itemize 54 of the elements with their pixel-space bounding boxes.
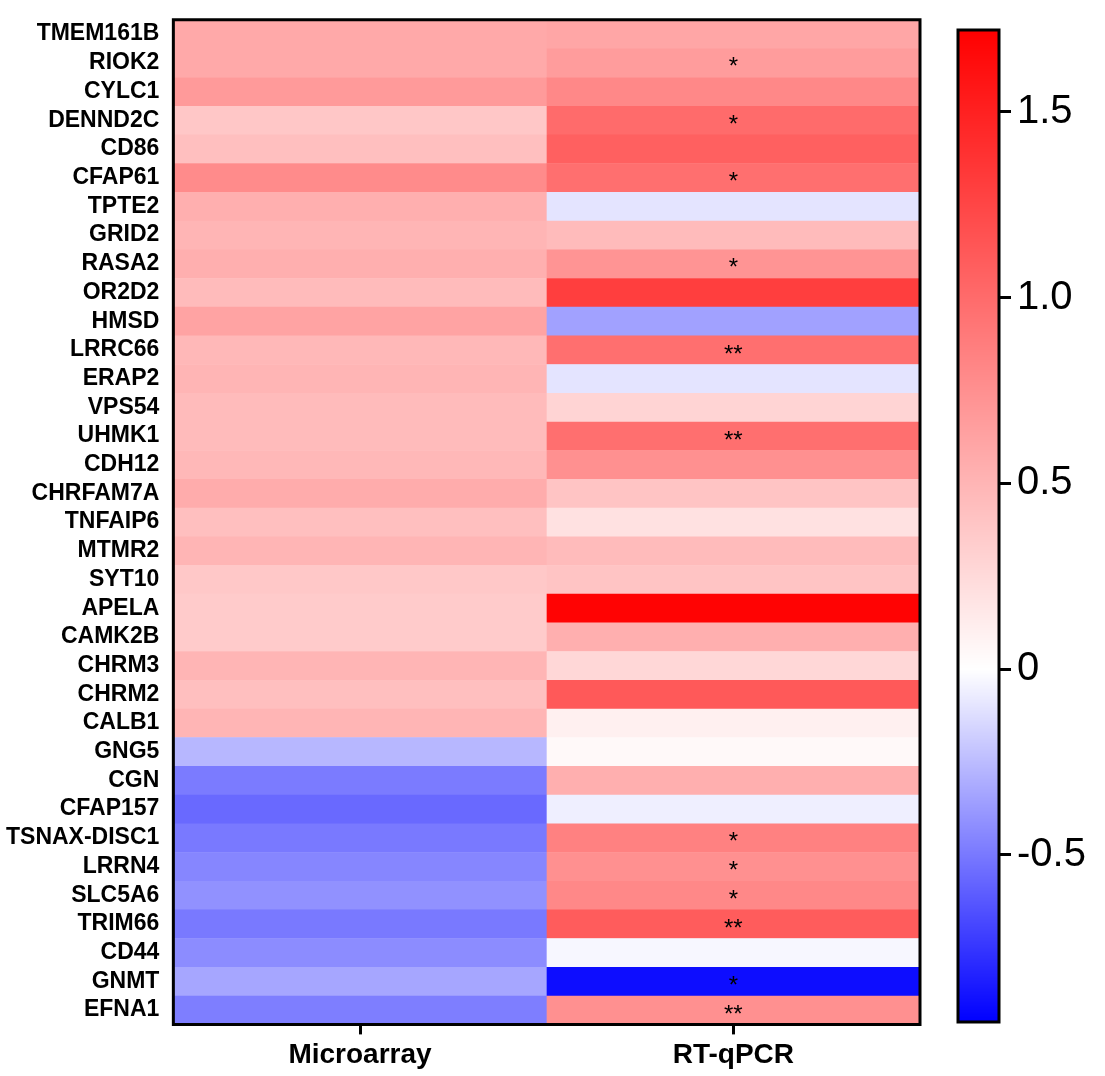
data-label: * <box>728 884 739 912</box>
y-tick-label: CYLC1 <box>83 76 160 103</box>
y-tick-label: TPTE2 <box>87 191 160 218</box>
data-label: ** <box>723 425 743 453</box>
y-tick-label: SYT10 <box>89 564 160 591</box>
x-tick-label: Microarray <box>288 1037 433 1069</box>
y-tick-label: CHRFAM7A <box>31 478 160 505</box>
color-bar-label: 1.5 <box>1017 86 1073 131</box>
color-bar-label: -0.5 <box>1017 829 1086 874</box>
y-tick-label: LRRN4 <box>82 851 160 878</box>
data-label: * <box>728 970 739 998</box>
x-tick-label: RT-qPCR <box>672 1037 794 1069</box>
y-tick-label: CALB1 <box>82 708 160 735</box>
color-bar-label: 1.0 <box>1017 272 1073 317</box>
y-tick-label: RIOK2 <box>89 48 160 75</box>
data-label: * <box>728 856 739 884</box>
y-tick-label: CFAP61 <box>72 163 160 190</box>
y-tick-label: CD86 <box>100 134 160 161</box>
data-label: * <box>728 827 739 855</box>
y-tick-label: CFAP157 <box>59 794 160 821</box>
y-tick-label: TRIM66 <box>77 909 160 936</box>
y-tick-label: SLC5A6 <box>71 880 160 907</box>
y-tick-label: EFNA1 <box>83 995 160 1022</box>
y-tick-label: CGN <box>108 765 160 792</box>
y-tick-label: ERAP2 <box>82 363 160 390</box>
y-tick-label: RASA2 <box>81 249 160 276</box>
y-tick-label: DENND2C <box>48 105 160 132</box>
data-label: * <box>728 167 739 195</box>
y-tick-label: HMSD <box>91 306 160 333</box>
y-tick-label: GRID2 <box>89 220 160 247</box>
y-tick-label: LRRC66 <box>69 335 160 362</box>
data-label: * <box>728 253 739 281</box>
y-tick-label: UHMK1 <box>77 421 160 448</box>
y-tick-label: APELA <box>81 593 160 620</box>
y-tick-label: VPS54 <box>87 392 160 419</box>
y-tick-label: CDH12 <box>83 450 160 477</box>
y-tick-label: MTMR2 <box>77 536 160 563</box>
y-tick-label: GNMT <box>91 966 160 993</box>
color-bar-label: 0.5 <box>1017 458 1073 503</box>
y-tick-label: TSNAX-DISC1 <box>5 823 160 850</box>
y-tick-label: OR2D2 <box>82 277 160 304</box>
data-label: * <box>728 52 739 80</box>
y-tick-label: TNFAIP6 <box>64 507 160 534</box>
data-label: * <box>728 109 739 137</box>
y-tick-label: GNG5 <box>94 737 160 764</box>
color-bar-label: 0 <box>1017 644 1040 689</box>
y-tick-label: CAMK2B <box>60 622 160 649</box>
data-label: ** <box>723 999 743 1027</box>
y-tick-label: CHRM3 <box>77 650 160 677</box>
y-tick-label: CHRM2 <box>77 679 160 706</box>
data-label: ** <box>723 339 743 367</box>
y-tick-label: CD44 <box>100 937 160 964</box>
y-tick-label: TMEM161B <box>36 19 160 46</box>
data-label: ** <box>723 913 743 941</box>
